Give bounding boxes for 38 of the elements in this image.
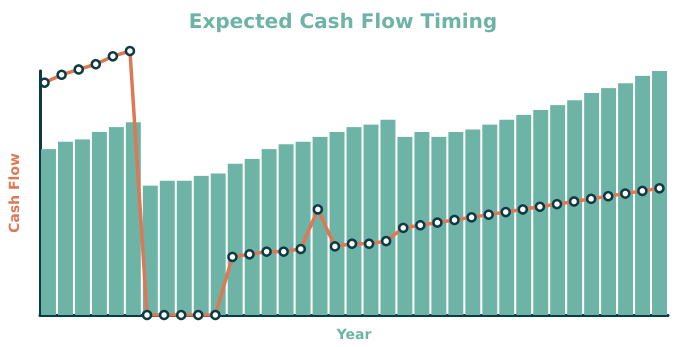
bar <box>584 92 600 315</box>
bar <box>330 132 344 315</box>
bar <box>482 124 498 315</box>
bar <box>618 83 634 315</box>
bar <box>397 136 412 315</box>
bar <box>194 176 209 315</box>
bar <box>567 100 582 315</box>
bar <box>278 144 294 315</box>
bar <box>41 149 56 315</box>
bar <box>635 76 650 315</box>
bar <box>550 105 566 315</box>
bar <box>364 124 378 315</box>
bar <box>92 132 107 315</box>
bar <box>58 142 73 315</box>
bar <box>414 132 430 315</box>
bar <box>296 142 311 315</box>
y-axis-title: Cash Flow <box>7 153 23 233</box>
bar <box>652 71 667 315</box>
bar <box>533 110 548 315</box>
bar <box>228 164 243 315</box>
bar <box>465 130 480 315</box>
bar <box>160 180 175 315</box>
bar <box>262 149 277 315</box>
bar <box>431 136 446 315</box>
bar <box>499 120 514 315</box>
bar <box>108 127 124 315</box>
bar <box>516 114 532 315</box>
chart-title: Expected Cash Flow Timing <box>188 9 498 33</box>
bar <box>448 132 464 315</box>
bar <box>312 136 328 315</box>
x-axis-title: Year <box>336 326 372 343</box>
bar <box>380 120 396 315</box>
bar <box>74 139 90 315</box>
bar <box>244 158 260 315</box>
bar <box>346 127 362 315</box>
bar <box>601 88 616 315</box>
bar <box>210 173 226 315</box>
bar <box>176 180 192 315</box>
